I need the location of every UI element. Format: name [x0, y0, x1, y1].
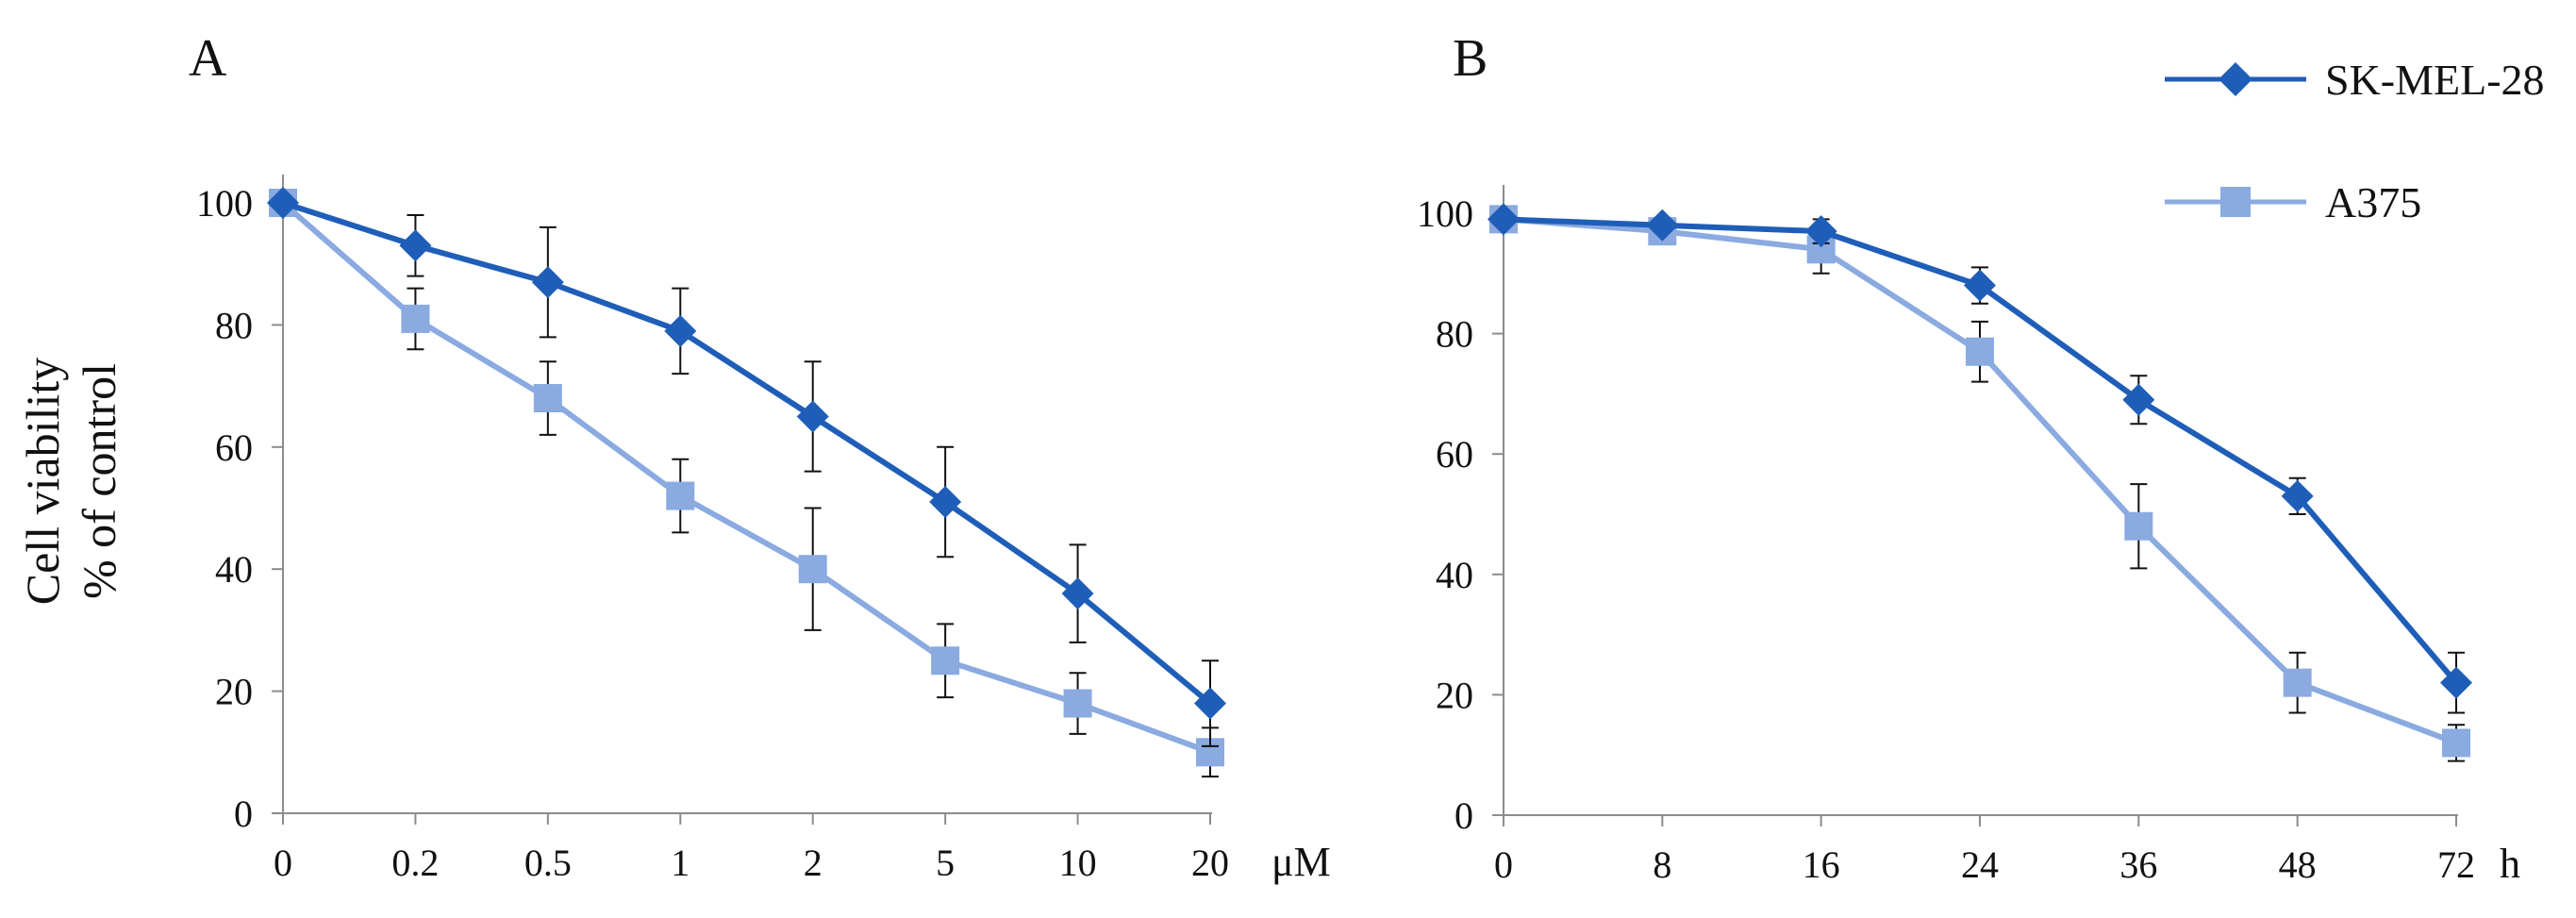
x-tick-label-a-2: 0.5	[524, 842, 572, 884]
point-a375-b-4	[2124, 511, 2153, 541]
x-tick-label-a-0: 0	[274, 842, 292, 884]
y-tick-label-a-60: 60	[215, 426, 253, 469]
y-axis-title-line-2: % of control	[73, 363, 125, 599]
point-sk-mel-28-b-2	[1804, 215, 1837, 248]
panel-b-chart: 0 20 40 60 80 100 0 8 16 24 36 48 72 h	[1417, 185, 2520, 887]
point-sk-mel-28-b-3	[1964, 269, 1996, 302]
point-a375-b-3	[1966, 337, 1994, 366]
line-a375-a	[281, 200, 1212, 756]
point-sk-mel-28-a-4	[796, 400, 829, 433]
point-sk-mel-28-b-5	[2281, 479, 2314, 512]
point-sk-mel-28-a-6	[1061, 577, 1094, 610]
x-tick-label-b-2: 16	[1803, 843, 1840, 886]
y-tick-label-b-40: 40	[1436, 554, 1473, 596]
point-a375-a-2	[533, 384, 562, 413]
y-tick-label-b-0: 0	[1454, 794, 1473, 837]
point-sk-mel-28-b-0	[1487, 203, 1520, 236]
point-sk-mel-28-a-1	[399, 229, 432, 262]
y-tick-label-a-80: 80	[215, 304, 253, 346]
y-tick-label-a-100: 100	[196, 182, 253, 225]
point-sk-mel-28-b-6	[2440, 666, 2472, 699]
legend-label-sk-mel-28: SK-MEL-28	[2325, 56, 2545, 104]
legend: SK-MEL-28 A375	[2165, 56, 2545, 226]
x-tick-label-b-0: 0	[1494, 843, 1513, 886]
point-a375-a-3	[666, 481, 695, 510]
x-tick-label-a-6: 10	[1059, 842, 1097, 884]
x-unit-label-a: μM	[1271, 839, 1331, 885]
y-tick-label-a-0: 0	[234, 793, 253, 835]
legend-marker-sk-mel-28	[2219, 62, 2252, 96]
panel-b-label: B	[1453, 29, 1487, 88]
x-tick-label-b-3: 24	[1961, 843, 1999, 886]
x-tick-label-a-1: 0.2	[391, 842, 439, 884]
x-tick-label-a-3: 1	[671, 842, 690, 884]
point-a375-b-6	[2442, 728, 2470, 758]
point-a375-b-5	[2283, 668, 2312, 697]
point-a375-a-5	[931, 646, 960, 676]
y-tick-label-a-40: 40	[215, 548, 253, 591]
line-sk-mel-28-a	[282, 200, 1212, 706]
point-sk-mel-28-a-2	[531, 266, 564, 299]
x-tick-label-a-7: 20	[1191, 842, 1229, 884]
point-sk-mel-28-a-3	[664, 314, 697, 347]
y-tick-label-b-100: 100	[1417, 192, 1473, 235]
x-tick-label-a-4: 2	[804, 842, 823, 884]
point-sk-mel-28-b-1	[1646, 209, 1679, 242]
x-tick-label-b-4: 36	[2119, 843, 2157, 886]
panel-a-label: A	[189, 29, 227, 88]
x-tick-label-b-5: 48	[2279, 843, 2317, 886]
x-unit-label-b: h	[2500, 841, 2520, 887]
y-axis-title-line-1: Cell viability	[16, 358, 69, 605]
x-tick-label-a-5: 5	[936, 842, 955, 884]
panel-a-chart: 0 20 40 60 80 100 0 0.2 0.5 1 2 5 10 20 μM	[196, 175, 1331, 885]
point-a375-a-4	[798, 555, 827, 584]
y-tick-label-a-20: 20	[215, 671, 253, 713]
point-sk-mel-28-a-7	[1194, 687, 1226, 720]
x-tick-label-b-1: 8	[1653, 843, 1671, 886]
point-a375-a-1	[401, 304, 430, 333]
x-tick-label-b-6: 72	[2437, 843, 2475, 886]
y-tick-label-b-20: 20	[1436, 674, 1473, 716]
y-tick-label-b-80: 80	[1436, 313, 1473, 356]
series-sk-mel-28-b	[1487, 203, 2472, 714]
point-sk-mel-28-a-0	[267, 187, 299, 219]
point-sk-mel-28-a-5	[929, 486, 962, 519]
y-tick-label-b-60: 60	[1436, 433, 1473, 476]
legend-marker-a375	[2220, 187, 2251, 217]
point-sk-mel-28-b-4	[2122, 383, 2155, 416]
legend-label-a375: A375	[2325, 178, 2421, 226]
point-a375-a-6	[1063, 689, 1092, 718]
series-sk-mel-28-a	[267, 187, 1226, 747]
